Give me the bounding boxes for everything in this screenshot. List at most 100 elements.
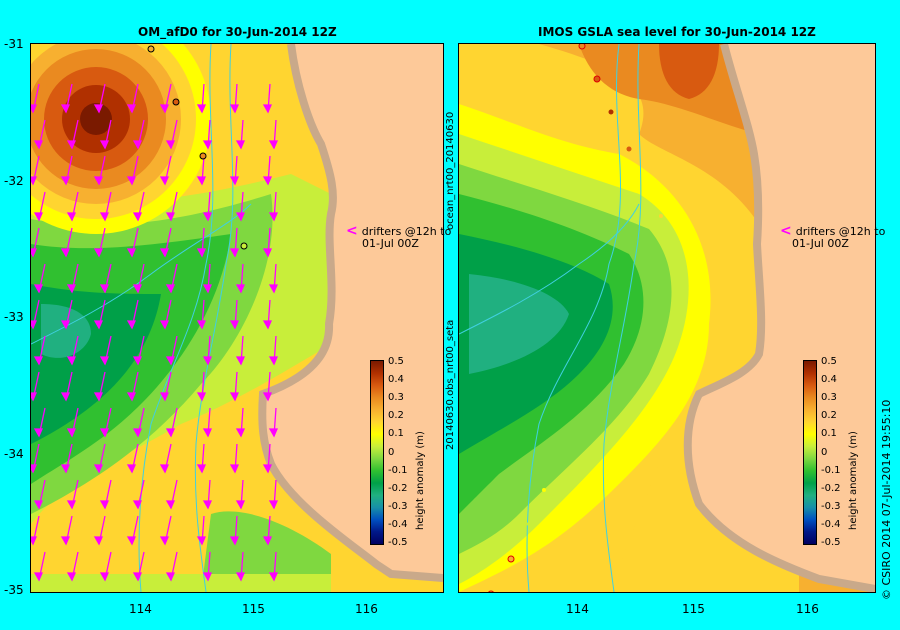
drifter-arrow-head [31, 104, 37, 114]
drifter-arrow-head [229, 464, 239, 474]
depth-contours [459, 44, 642, 592]
drifter-arrow-head [93, 320, 103, 330]
drifter-arrow-head [196, 464, 206, 474]
drifter-arrow-head [159, 104, 169, 114]
cb-tick: 0.3 [388, 392, 404, 403]
drifter-arrow-head [60, 176, 70, 186]
cb-tick: -0.5 [388, 537, 408, 548]
drifter-arrow-head [66, 140, 76, 150]
drifter-arrow-head [202, 572, 212, 582]
drifter-arrow-head [33, 140, 43, 150]
drifter-arrow-head [196, 176, 206, 186]
cb-tick: 0.1 [821, 428, 837, 439]
cb-tick: 0.5 [821, 356, 837, 367]
drifter-arrow-head [202, 140, 212, 150]
drifter-arrow-head [132, 356, 142, 366]
drifter-arrow-head [202, 356, 212, 366]
cb-tick: 0.5 [388, 356, 404, 367]
drifter-arrow-head [202, 212, 212, 222]
left-colorbar-label: height anomaly (m) [415, 431, 426, 530]
drifter-arrow-head [196, 392, 206, 402]
drifter-arrow-head [99, 572, 109, 582]
right-side-label-bottom: 20140630.obs_nrt00_seta [445, 319, 456, 450]
drifter-arrow-head [268, 140, 278, 150]
drifter-arrow-head [229, 536, 239, 546]
cb-tick: 0 [821, 447, 828, 458]
right-colorbar-label: height anomaly (m) [848, 431, 859, 530]
drifter-arrow-head [229, 176, 239, 186]
drifter-arrow-head [31, 392, 37, 402]
y-tick-label: -35 [4, 583, 24, 597]
right-map-panel [458, 43, 876, 593]
cb-tick: 0.4 [388, 374, 404, 385]
drifter-arrow-head [93, 176, 103, 186]
drifter-arrow-head [196, 104, 206, 114]
drifter-arrow-head [126, 320, 136, 330]
right-drifter-note: < drifters @12h to 01-Jul 00Z [780, 223, 886, 250]
x-tick-label: 115 [242, 602, 265, 616]
drifter-arrow-head [31, 176, 37, 186]
cb-tick: -0.1 [388, 465, 408, 476]
drifter-arrow-head [159, 392, 169, 402]
drifter-arrow-head [33, 356, 43, 366]
drifter-arrow-head [31, 248, 37, 258]
drifter-arrow-head [99, 500, 109, 510]
drifter-arrow-head [33, 428, 43, 438]
cb-tick: -0.2 [388, 483, 408, 494]
y-tick-label: -32 [4, 174, 24, 188]
drifter-arrow-head [235, 284, 245, 294]
drifter-arrow-head [132, 500, 142, 510]
drifter-arrow-head [33, 284, 43, 294]
drifter-arrow-head [33, 500, 43, 510]
cb-tick: -0.2 [821, 483, 841, 494]
drifter-arrow-head [262, 464, 272, 474]
drifter-arrow-head [33, 212, 43, 222]
drifter-arrow-head [159, 176, 169, 186]
drifter-arrow-head [159, 536, 169, 546]
drifter-arrow-head [202, 284, 212, 294]
drifter-arrow-head [235, 428, 245, 438]
drifter-arrow-head [159, 248, 169, 258]
drifter-arrow-head [99, 140, 109, 150]
drifter-arrow-head [126, 536, 136, 546]
drifter-arrow-head [60, 104, 70, 114]
magenta-arrow-icon: < [780, 223, 792, 239]
right-map-svg [459, 44, 875, 592]
drifter-note-line1: drifters @12h to [795, 225, 886, 238]
x-tick-label: 114 [129, 602, 152, 616]
drifter-arrow-head [268, 284, 278, 294]
drifter-arrow-head [66, 284, 76, 294]
x-tick-label: 116 [796, 602, 819, 616]
drifter-arrow-head [229, 104, 239, 114]
drifter-arrow-head [31, 320, 37, 330]
cb-tick: 0.2 [821, 410, 837, 421]
drifter-arrow-head [31, 536, 37, 546]
drifter-arrow-head [93, 392, 103, 402]
cb-tick: -0.4 [821, 519, 841, 530]
y-tick-label: -31 [4, 37, 24, 51]
drifter-arrow-head [229, 248, 239, 258]
drifter-arrow-head [202, 500, 212, 510]
drifter-arrow-head [196, 536, 206, 546]
drifter-arrow-head [268, 572, 278, 582]
drifter-arrow-head [165, 572, 175, 582]
drifter-arrow-head [159, 320, 169, 330]
drifter-arrow-head [229, 320, 239, 330]
drifter-arrow-head [268, 356, 278, 366]
cb-tick: -0.3 [821, 501, 841, 512]
drifter-arrow-head [165, 284, 175, 294]
drifter-arrow-head [196, 320, 206, 330]
left-colorbar [370, 360, 384, 545]
drifter-arrow-head [93, 464, 103, 474]
cb-tick: -0.4 [388, 519, 408, 530]
drifter-arrow-head [165, 428, 175, 438]
copyright-timestamp: © CSIRO 2014 07-Jul-2014 19:55:10 [880, 399, 893, 600]
drifter-arrow-head [262, 536, 272, 546]
drifter-arrow-head [132, 212, 142, 222]
drifter-arrow-head [60, 464, 70, 474]
cb-tick: 0 [388, 447, 395, 458]
drifter-arrow-head [132, 572, 142, 582]
drifter-arrow-head [196, 248, 206, 258]
cb-tick: -0.5 [821, 537, 841, 548]
cb-tick: 0.4 [821, 374, 837, 385]
